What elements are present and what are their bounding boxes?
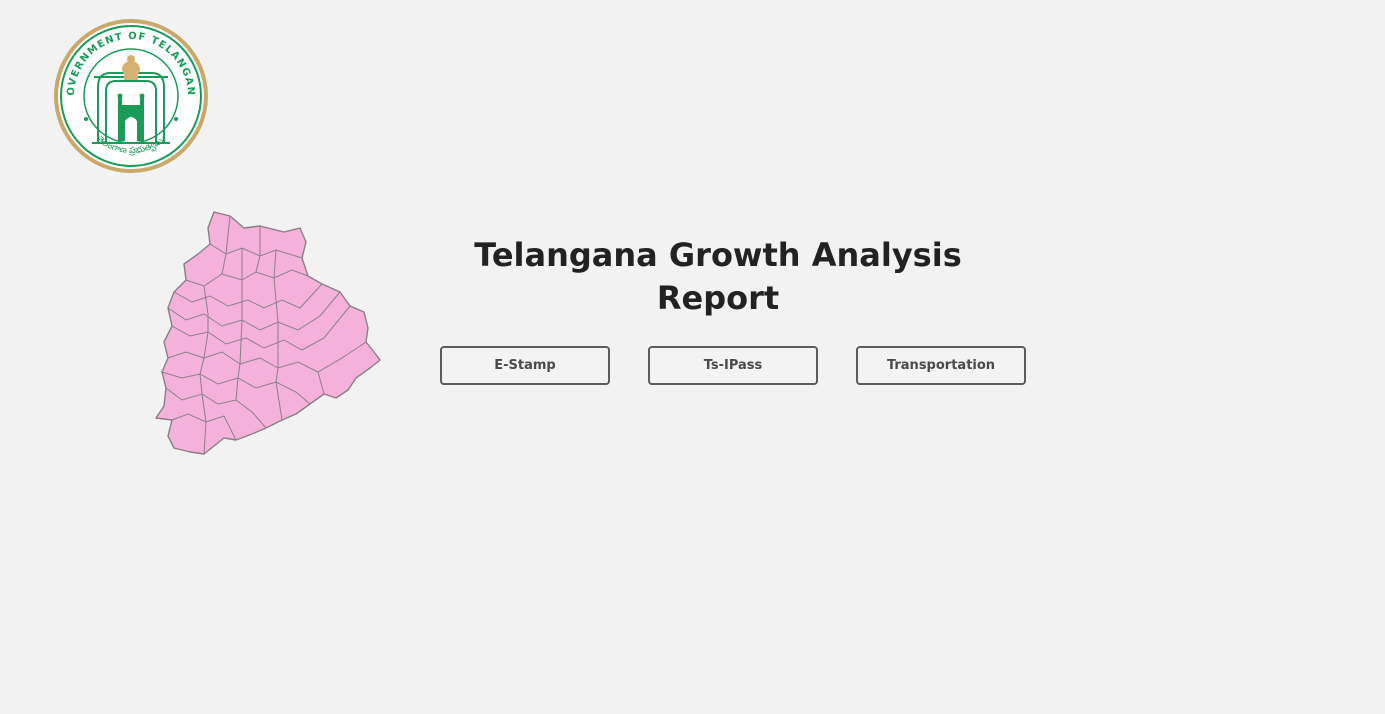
transportation-button[interactable]: Transportation bbox=[856, 346, 1026, 385]
ts-ipass-button[interactable]: Ts-IPass bbox=[648, 346, 818, 385]
government-emblem-logo: GOVERNMENT OF TELANGANA తెలంగాణ ప్రభుత్వ… bbox=[52, 17, 208, 173]
page-title: Telangana Growth Analysis Report bbox=[474, 236, 962, 317]
e-stamp-button[interactable]: E-Stamp bbox=[440, 346, 610, 385]
telangana-map-image bbox=[155, 211, 381, 455]
